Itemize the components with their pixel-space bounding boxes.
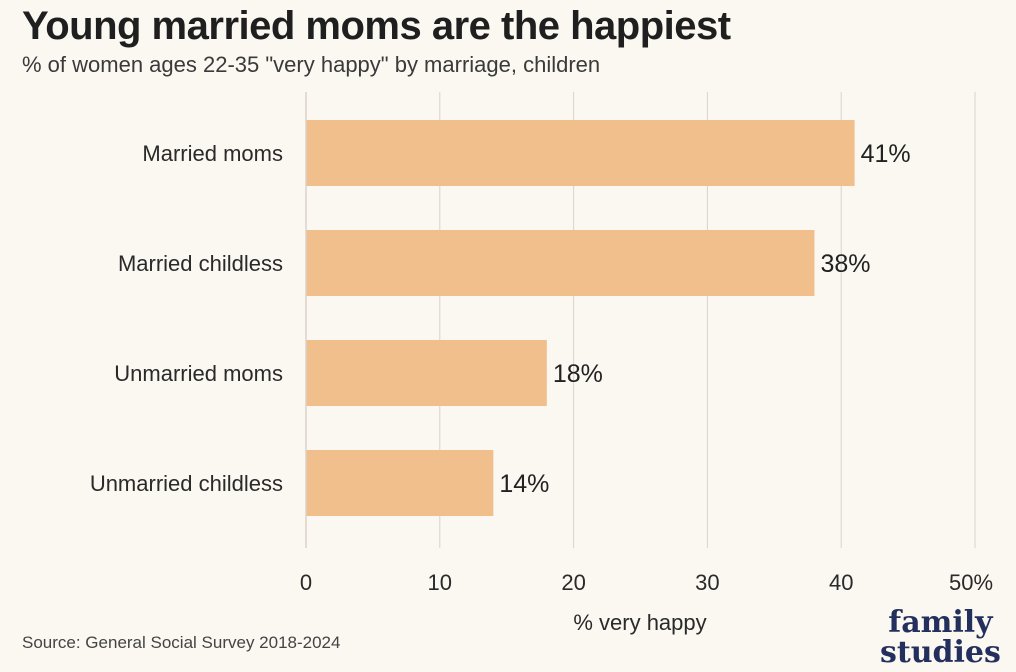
value-label: 14%	[499, 470, 549, 498]
bar-married-childless	[306, 230, 815, 296]
category-label: Married moms	[142, 141, 283, 166]
bar-unmarried-moms	[306, 340, 547, 406]
category-label: Married childless	[118, 251, 283, 276]
value-label: 41%	[861, 140, 911, 168]
logo-line-1: family	[888, 605, 993, 640]
logo-line-2: studies	[880, 635, 1001, 670]
x-tick-label: 20	[561, 570, 585, 595]
category-label: Unmarried childless	[90, 471, 283, 496]
x-tick-label: 0	[300, 570, 312, 595]
x-axis-label: % very happy	[573, 610, 706, 635]
chart-subtitle: % of women ages 22-35 "very happy" by ma…	[22, 52, 601, 77]
source-note: Source: General Social Survey 2018-2024	[22, 633, 341, 652]
chart-title: Young married moms are the happiest	[22, 4, 731, 48]
x-tick-label: 10	[428, 570, 452, 595]
category-label: Unmarried moms	[114, 361, 283, 386]
value-label: 18%	[553, 360, 603, 388]
bar-married-moms	[306, 120, 855, 186]
x-tick-label: 50%	[949, 570, 993, 595]
value-label: 38%	[820, 250, 870, 278]
family-studies-logo: family studies	[880, 608, 1001, 668]
x-tick-label: 40	[829, 570, 853, 595]
x-tick-label: 30	[695, 570, 719, 595]
bar-unmarried-childless	[306, 450, 494, 516]
